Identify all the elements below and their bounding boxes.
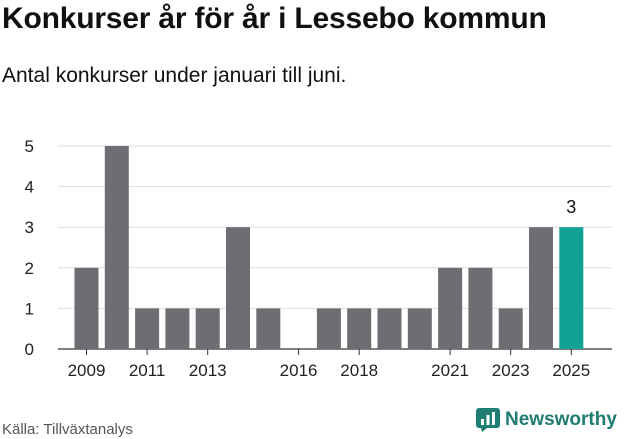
y-tick-label: 2 (25, 259, 34, 278)
source-note: Källa: Tillväxtanalys (2, 421, 133, 438)
bar-2018 (347, 308, 372, 349)
bar-2014 (226, 227, 250, 349)
brand-name: Newsworthy (505, 409, 617, 430)
bar-2023 (498, 308, 523, 349)
x-tick-label: 2013 (189, 361, 227, 380)
chart-subtitle: Antal konkurser under januari till juni. (2, 64, 347, 87)
chart-title: Konkurser år för år i Lessebo kommun (2, 2, 547, 35)
y-tick-label: 3 (25, 218, 34, 237)
x-tick-label: 2025 (552, 361, 590, 380)
x-tick-label: 2023 (492, 361, 530, 380)
bar-2013 (195, 308, 220, 349)
x-tick-label: 2021 (431, 361, 469, 380)
x-tick-label: 2016 (280, 361, 318, 380)
bar-2021 (438, 267, 463, 349)
bar-2015 (256, 308, 281, 349)
y-tick-label: 1 (25, 299, 34, 318)
y-tick-label: 0 (25, 340, 34, 359)
bar-2017 (316, 308, 341, 349)
bar-2011 (135, 308, 160, 349)
bar-2020 (407, 308, 432, 349)
annotations: 3 (566, 197, 576, 217)
bar-2025 (559, 227, 584, 349)
y-axis-ticks: 0 1 2 3 4 5 (25, 137, 34, 359)
x-tick-label: 2018 (340, 361, 378, 380)
x-tick-label: 2011 (129, 361, 166, 380)
brand-logo: Newsworthy (476, 408, 617, 432)
bar-2022 (468, 267, 493, 349)
bar-2019 (377, 308, 402, 349)
newsworthy-logo-icon (476, 408, 500, 432)
bars (74, 146, 584, 349)
x-tick-label: 2009 (68, 361, 106, 380)
bar-2024 (529, 227, 553, 349)
data-label-2025: 3 (566, 197, 576, 217)
bar-2012 (165, 308, 190, 349)
bar-2009 (74, 267, 99, 349)
bar-2010 (104, 146, 129, 349)
y-tick-label: 5 (25, 137, 34, 156)
y-tick-label: 4 (25, 178, 34, 197)
x-axis-ticks: 2009 2011 2013 2016 2018 2021 2023 2025 (68, 349, 590, 380)
